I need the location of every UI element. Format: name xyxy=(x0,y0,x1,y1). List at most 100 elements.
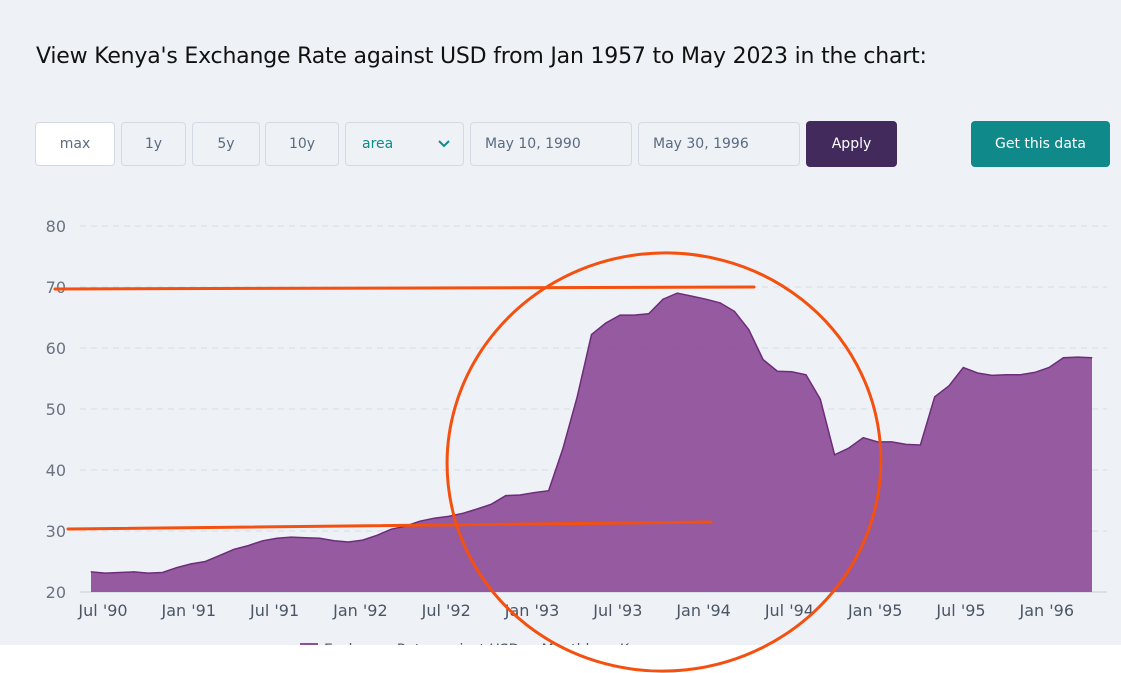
range-button-5y[interactable]: 5y xyxy=(192,122,260,166)
data-point xyxy=(591,334,592,336)
data-point xyxy=(862,437,864,439)
data-point xyxy=(390,528,392,530)
data-point xyxy=(1048,367,1050,368)
x-tick-label: Jul '95 xyxy=(935,601,985,620)
chart-type-value: area xyxy=(362,136,394,152)
data-point xyxy=(176,567,178,569)
range-button-1y[interactable]: 1y xyxy=(121,122,186,166)
start-date-input[interactable]: May 10, 1990 xyxy=(470,122,632,166)
y-tick-label: 30 xyxy=(46,522,66,541)
data-point xyxy=(533,492,535,494)
y-tick-label: 80 xyxy=(46,217,66,236)
data-point xyxy=(633,314,635,316)
y-tick-label: 60 xyxy=(46,339,66,358)
data-point xyxy=(1062,357,1064,359)
y-tick-label: 40 xyxy=(46,461,66,480)
x-tick-label: Jul '92 xyxy=(421,601,471,620)
data-point xyxy=(362,539,364,541)
data-point xyxy=(233,548,235,550)
x-tick-label: Jan '96 xyxy=(1019,601,1075,620)
data-point xyxy=(962,367,964,368)
data-point xyxy=(162,572,163,573)
x-tick-label: Jul '90 xyxy=(77,601,127,620)
data-point xyxy=(748,329,750,331)
legend[interactable]: Exchange Rate against USD ... Monthly ..… xyxy=(0,642,1121,673)
x-tick-label: Jul '94 xyxy=(764,601,814,620)
data-point xyxy=(1091,357,1093,359)
data-point xyxy=(676,292,678,294)
data-point xyxy=(762,359,764,361)
y-tick-label: 50 xyxy=(46,400,66,419)
data-point xyxy=(219,554,221,556)
x-tick-label: Jan '91 xyxy=(161,601,217,620)
data-point xyxy=(934,396,936,398)
data-point xyxy=(576,396,578,398)
data-point xyxy=(1005,374,1007,376)
data-point xyxy=(1020,374,1021,376)
data-point xyxy=(433,517,435,519)
data-point xyxy=(848,447,850,449)
data-point xyxy=(776,370,778,372)
data-point xyxy=(548,490,550,492)
data-point xyxy=(691,295,693,297)
x-tick-label: Jul '91 xyxy=(249,601,299,620)
data-point xyxy=(905,443,907,445)
end-date-input[interactable]: May 30, 1996 xyxy=(638,122,800,166)
data-point xyxy=(247,545,249,547)
data-point xyxy=(805,374,807,376)
data-point xyxy=(147,572,149,574)
range-button-max[interactable]: max xyxy=(35,122,115,166)
x-tick-label: Jan '95 xyxy=(847,601,903,620)
y-tick-label: 20 xyxy=(46,583,66,602)
annotation-upper-line xyxy=(53,285,756,291)
data-point xyxy=(276,537,278,539)
data-point xyxy=(734,310,735,312)
data-point xyxy=(819,398,821,400)
data-point xyxy=(90,571,92,573)
chart-type-select[interactable]: area xyxy=(345,122,464,166)
x-tick-label: Jan '93 xyxy=(504,601,560,620)
y-axis-ticks: 20304050607080 xyxy=(46,217,66,602)
data-point xyxy=(977,372,979,374)
data-point xyxy=(376,534,378,536)
x-tick-label: Jan '94 xyxy=(675,601,731,620)
data-point xyxy=(119,572,121,573)
data-point xyxy=(791,371,793,373)
data-point xyxy=(1034,371,1036,373)
series-area xyxy=(91,293,1092,592)
data-point xyxy=(319,537,321,539)
data-point xyxy=(605,322,607,324)
range-button-10y[interactable]: 10y xyxy=(265,122,339,166)
data-point xyxy=(705,298,707,300)
data-point xyxy=(204,561,206,562)
data-point xyxy=(891,441,893,443)
data-point xyxy=(948,385,950,387)
data-point xyxy=(476,508,478,510)
data-point xyxy=(490,503,492,505)
annotation-circle xyxy=(445,251,883,673)
data-point xyxy=(347,541,349,543)
data-point xyxy=(190,563,192,565)
apply-button[interactable]: Apply xyxy=(806,121,897,167)
chevron-down-icon xyxy=(438,140,450,148)
data-point xyxy=(290,536,292,538)
get-data-button[interactable]: Get this data xyxy=(971,121,1110,167)
annotation-lower-line xyxy=(66,520,713,531)
data-point xyxy=(505,495,507,497)
data-point xyxy=(262,540,264,542)
data-point xyxy=(305,537,306,539)
data-point xyxy=(648,313,650,315)
data-point xyxy=(562,448,564,450)
x-axis-ticks: Jul '90 Jan '91 Jul '91 Jan '92 Jul '92 Jan '… xyxy=(77,601,1074,620)
x-tick-label: Jan '92 xyxy=(332,601,388,620)
data-point xyxy=(662,298,664,300)
data-point xyxy=(1077,356,1079,358)
data-point xyxy=(462,512,464,514)
data-point xyxy=(834,454,836,456)
data-point xyxy=(104,572,106,574)
data-point xyxy=(719,302,721,304)
annotations xyxy=(53,251,883,673)
x-tick-label: Jul '93 xyxy=(592,601,642,620)
page-title: View Kenya's Exchange Rate against USD f… xyxy=(36,44,927,69)
data-point xyxy=(619,314,621,316)
